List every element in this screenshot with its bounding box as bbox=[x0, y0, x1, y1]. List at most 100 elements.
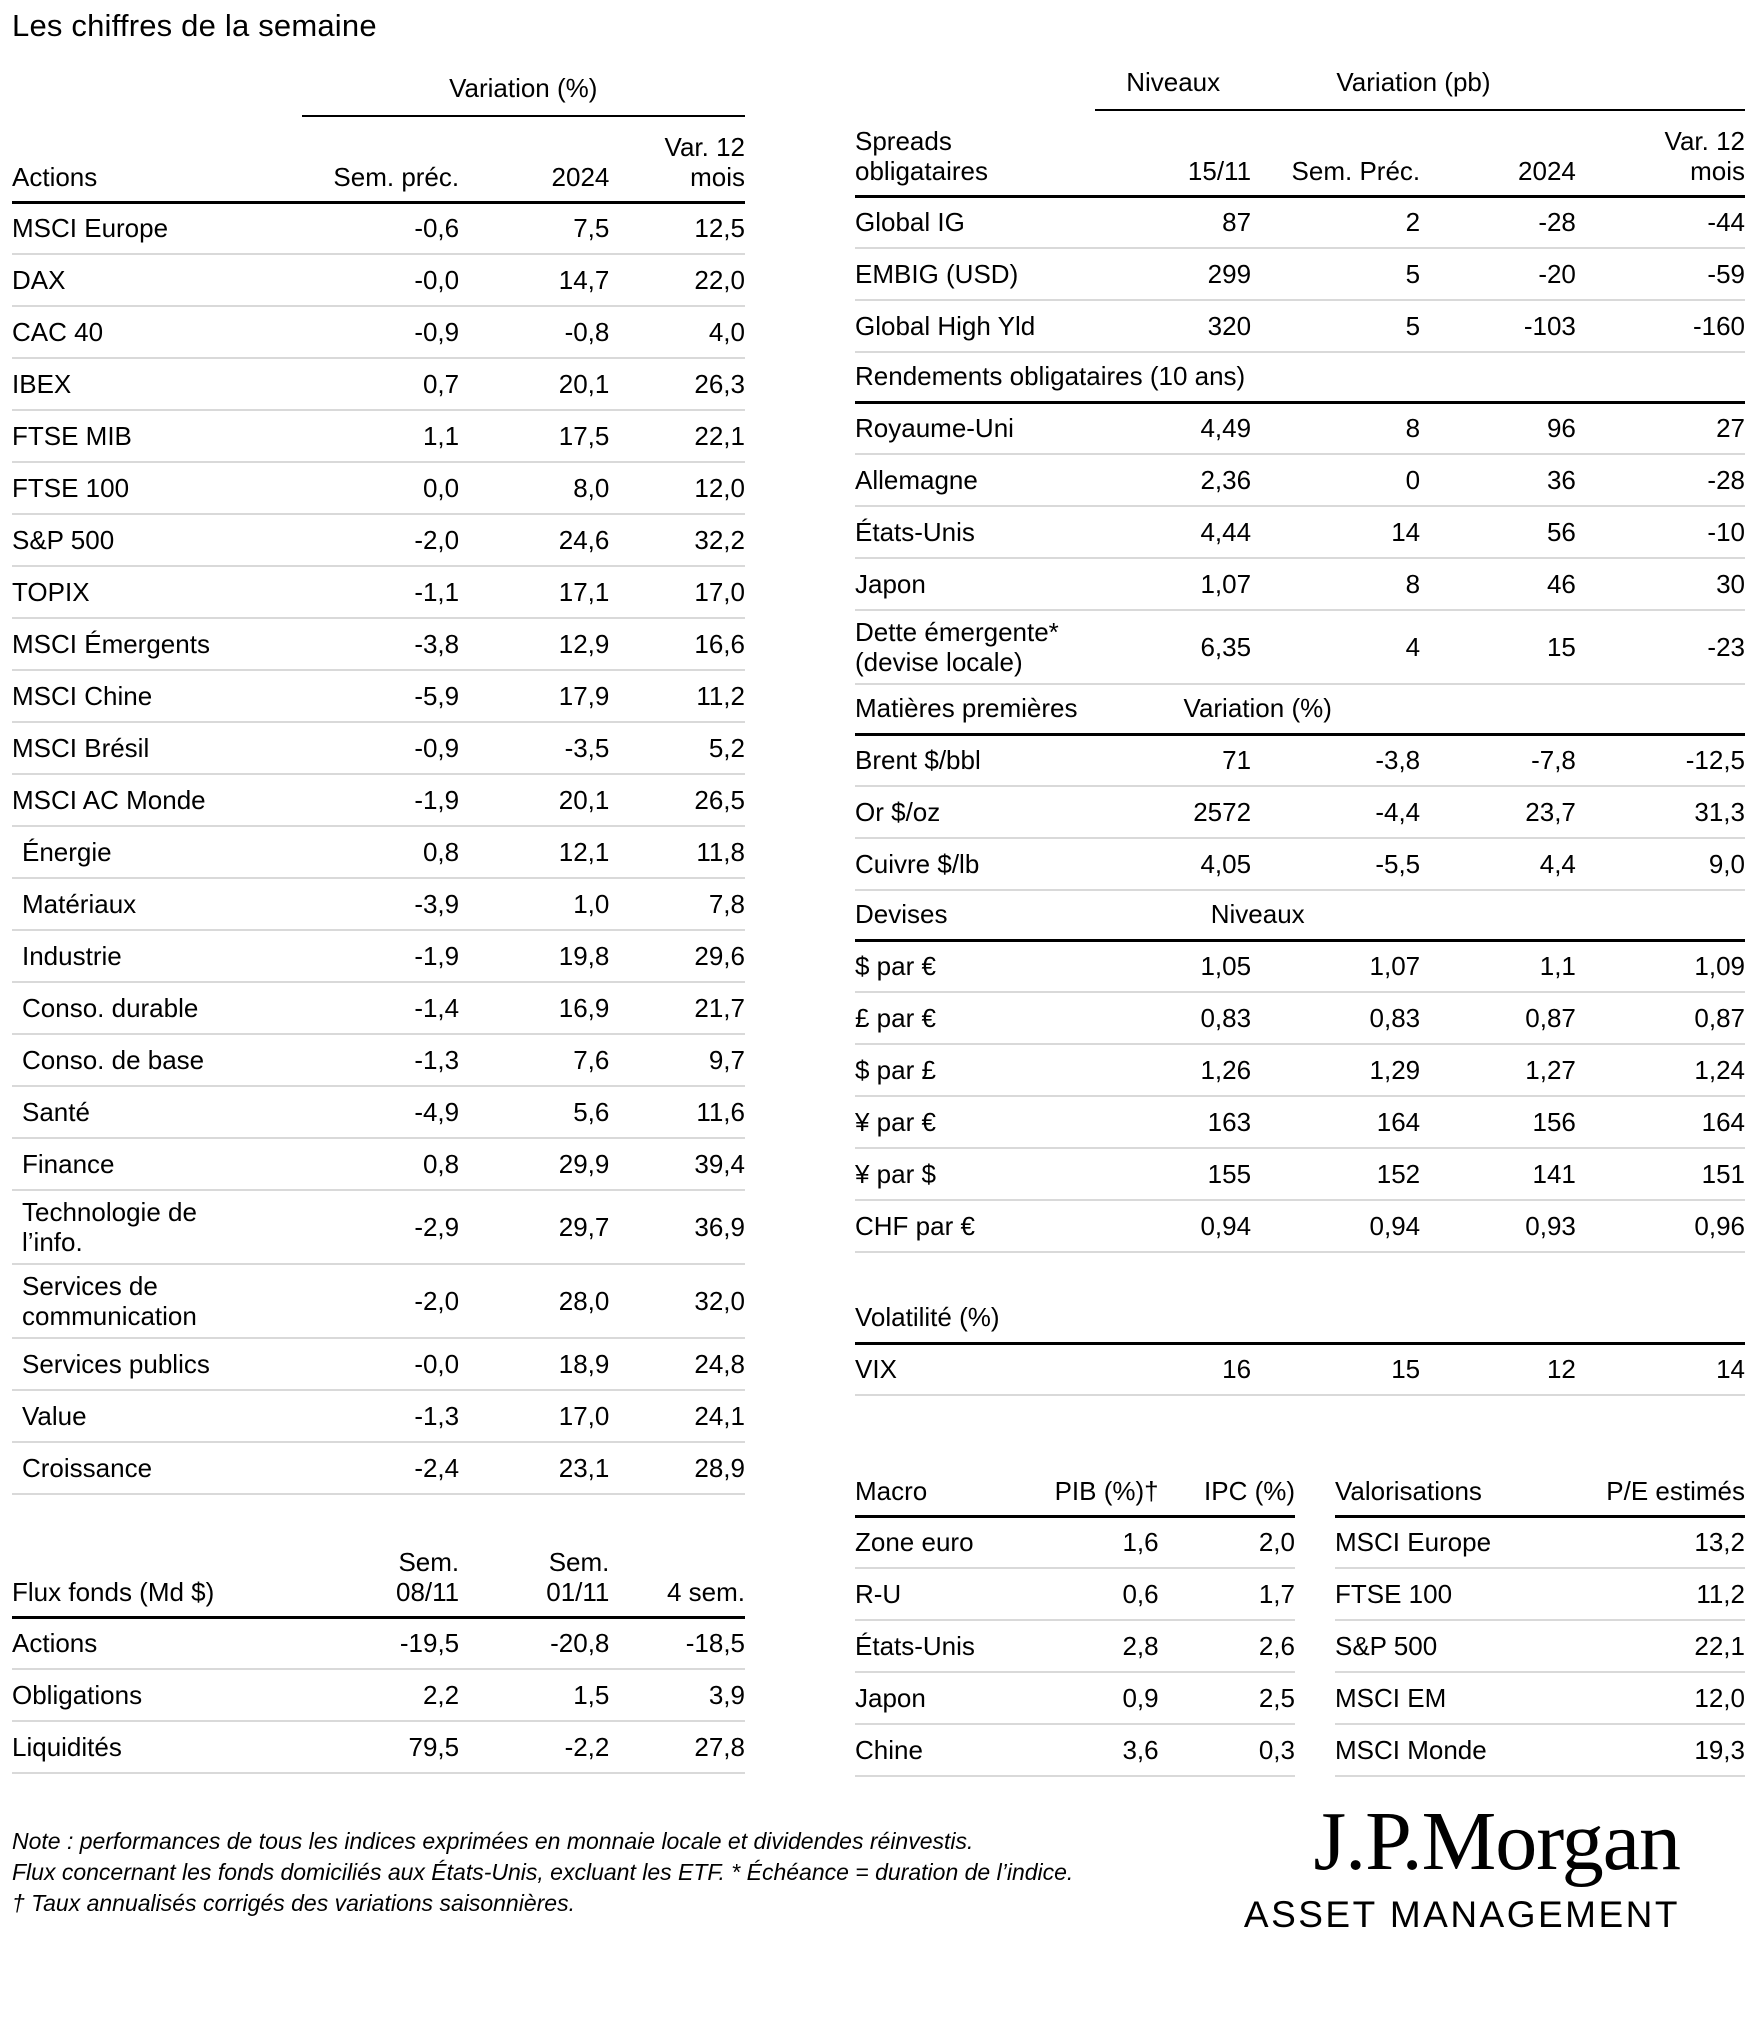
col-header-sem-0811: Sem. 08/11 bbox=[301, 1531, 460, 1619]
table-row: Services publics -0,0 18,9 24,8 bbox=[12, 1338, 745, 1390]
table-row: Actions -19,5 -20,8 -18,5 bbox=[12, 1617, 745, 1669]
row-value: 26,5 bbox=[694, 785, 745, 815]
row-value: 0,83 bbox=[1200, 1003, 1252, 1033]
variation-pct-group-header: Variation (%) bbox=[301, 62, 745, 117]
col-header-4-sem: 4 sem. bbox=[609, 1531, 745, 1619]
row-label: MSCI AC Monde bbox=[12, 785, 206, 815]
row-value: 1,09 bbox=[1694, 951, 1745, 982]
row-label: ¥ par $ bbox=[855, 1159, 936, 1189]
row-value: 12,5 bbox=[694, 213, 745, 244]
row-value: 4 bbox=[1405, 632, 1421, 662]
row-label: Zone euro bbox=[855, 1527, 974, 1558]
table-row: IBEX 0,7 20,1 26,3 bbox=[12, 358, 745, 410]
row-value: 2572 bbox=[1193, 797, 1252, 827]
row-value: 12,0 bbox=[694, 473, 745, 503]
row-value: 26,3 bbox=[694, 369, 745, 399]
row-value: 164 bbox=[1701, 1107, 1745, 1137]
row-value: -0,6 bbox=[414, 213, 460, 244]
table-row: FTSE 100 11,2 bbox=[1335, 1568, 1745, 1620]
row-value: -5,5 bbox=[1375, 849, 1421, 879]
row-value: 1,5 bbox=[573, 1680, 610, 1710]
spreads-column-header-row: Spreads obligataires 15/11 Sem. Préc. 20… bbox=[855, 110, 1745, 198]
row-label: S&P 500 bbox=[12, 525, 115, 555]
row-value: -3,5 bbox=[564, 733, 610, 763]
row-value: 0,93 bbox=[1525, 1211, 1576, 1241]
row-value: 11,6 bbox=[696, 1097, 745, 1127]
table-row: VIX 16 15 12 14 bbox=[855, 1343, 1745, 1395]
row-label: TOPIX bbox=[12, 577, 90, 607]
table-row: ¥ par $ 155 152 141 151 bbox=[855, 1148, 1745, 1200]
footnotes: Note : performances de tous les indices … bbox=[12, 1826, 1152, 1919]
col-header-sem-prec: Sem. préc. bbox=[301, 116, 460, 204]
row-value: -0,8 bbox=[564, 317, 610, 347]
row-value: 22,1 bbox=[1694, 1631, 1745, 1661]
row-label: $ par £ bbox=[855, 1055, 936, 1085]
table-row: S&P 500 22,1 bbox=[1335, 1620, 1745, 1672]
row-label: DAX bbox=[12, 265, 66, 295]
col-header-pib: PIB (%)† bbox=[1053, 1468, 1159, 1518]
row-value: 39,4 bbox=[694, 1149, 745, 1179]
row-value: 12 bbox=[1546, 1354, 1576, 1385]
row-value: 7,6 bbox=[573, 1045, 610, 1075]
col-header-sem-prec: Sem. Préc. bbox=[1251, 110, 1421, 198]
row-label: Actions bbox=[12, 1628, 98, 1659]
volatilite-section-header-row: Volatilité (%) bbox=[855, 1293, 1745, 1345]
macro-valuations-row: Macro PIB (%)† IPC (%) Zone euro 1,6 2,0 R-… bbox=[855, 1468, 1745, 1777]
row-label: MSCI Brésil bbox=[12, 733, 150, 763]
niveaux-group-header: Niveaux bbox=[1095, 56, 1252, 111]
row-value: 15 bbox=[1546, 632, 1576, 662]
row-value: -12,5 bbox=[1685, 745, 1745, 776]
row-value: 32,0 bbox=[694, 1286, 745, 1316]
row-value: 1,6 bbox=[1122, 1527, 1159, 1558]
row-value: 23,1 bbox=[558, 1453, 610, 1483]
row-value: 164 bbox=[1376, 1107, 1421, 1137]
row-value: 17,0 bbox=[558, 1401, 610, 1431]
row-value: 152 bbox=[1376, 1159, 1421, 1189]
table-row: DAX -0,0 14,7 22,0 bbox=[12, 254, 745, 306]
row-value: 87 bbox=[1222, 207, 1252, 238]
row-value: 1,07 bbox=[1369, 951, 1421, 982]
row-label: MSCI Émergents bbox=[12, 629, 210, 659]
row-value: 0,9 bbox=[1122, 1683, 1159, 1713]
row-value: -1,4 bbox=[414, 993, 460, 1023]
row-value: -4,4 bbox=[1375, 797, 1421, 827]
table-row: Finance 0,8 29,9 39,4 bbox=[12, 1138, 745, 1190]
row-label: $ par € bbox=[855, 951, 936, 982]
rendements-section-header-row: Rendements obligataires (10 ans) bbox=[855, 352, 1745, 404]
table-row: MSCI EM 12,0 bbox=[1335, 1672, 1745, 1724]
row-value: 0,7 bbox=[422, 369, 460, 399]
row-value: 0,8 bbox=[422, 1149, 460, 1179]
row-value: 5 bbox=[1405, 311, 1421, 341]
spacer-cell bbox=[1420, 684, 1576, 736]
col-header-15-11: 15/11 bbox=[1095, 110, 1252, 198]
row-label: Matériaux bbox=[22, 889, 137, 919]
right-column: Niveaux Variation (pb) Spreads obligatai… bbox=[855, 56, 1745, 1777]
row-value: 5 bbox=[1405, 259, 1421, 289]
bonds-commodities-fx-table: Niveaux Variation (pb) Spreads obligatai… bbox=[855, 56, 1745, 1253]
row-value: 8 bbox=[1405, 413, 1421, 444]
row-value: 2,0 bbox=[1258, 1527, 1295, 1558]
matieres-table-body: Brent $/bbl 71 -3,8 -7,8 -12,5 Or $/oz 2572 -4,… bbox=[855, 734, 1745, 890]
table-row: MSCI Chine -5,9 17,9 11,2 bbox=[12, 670, 745, 722]
row-label: CAC 40 bbox=[12, 317, 104, 347]
row-value: 3,6 bbox=[1122, 1735, 1159, 1765]
row-value: -1,3 bbox=[414, 1401, 460, 1431]
row-value: 36 bbox=[1546, 465, 1576, 495]
row-value: 79,5 bbox=[408, 1732, 460, 1762]
devises-section-header-row: Devises Niveaux bbox=[855, 890, 1745, 942]
spacer-cell bbox=[1575, 684, 1745, 736]
row-value: 19,3 bbox=[1694, 1735, 1745, 1765]
row-label: Royaume-Uni bbox=[855, 413, 1014, 444]
fund-flows-table: Flux fonds (Md $) Sem. 08/11 Sem. 01/11 … bbox=[12, 1531, 745, 1774]
row-value: -0,0 bbox=[414, 265, 460, 295]
spreads-group-header-row: Niveaux Variation (pb) bbox=[855, 56, 1745, 111]
table-row: États-Unis 2,8 2,6 bbox=[855, 1620, 1295, 1672]
row-value: 16 bbox=[1222, 1354, 1252, 1385]
row-value: 1,24 bbox=[1694, 1055, 1745, 1085]
row-value: 12,0 bbox=[1694, 1683, 1745, 1713]
row-value: -2,0 bbox=[414, 1286, 460, 1316]
table-row: TOPIX -1,1 17,1 17,0 bbox=[12, 566, 745, 618]
footnote-line: Flux concernant les fonds domiciliés aux… bbox=[12, 1859, 1074, 1885]
table-row: £ par € 0,83 0,83 0,87 0,87 bbox=[855, 992, 1745, 1044]
col-header-sem-0111: Sem. 01/11 bbox=[459, 1531, 610, 1619]
